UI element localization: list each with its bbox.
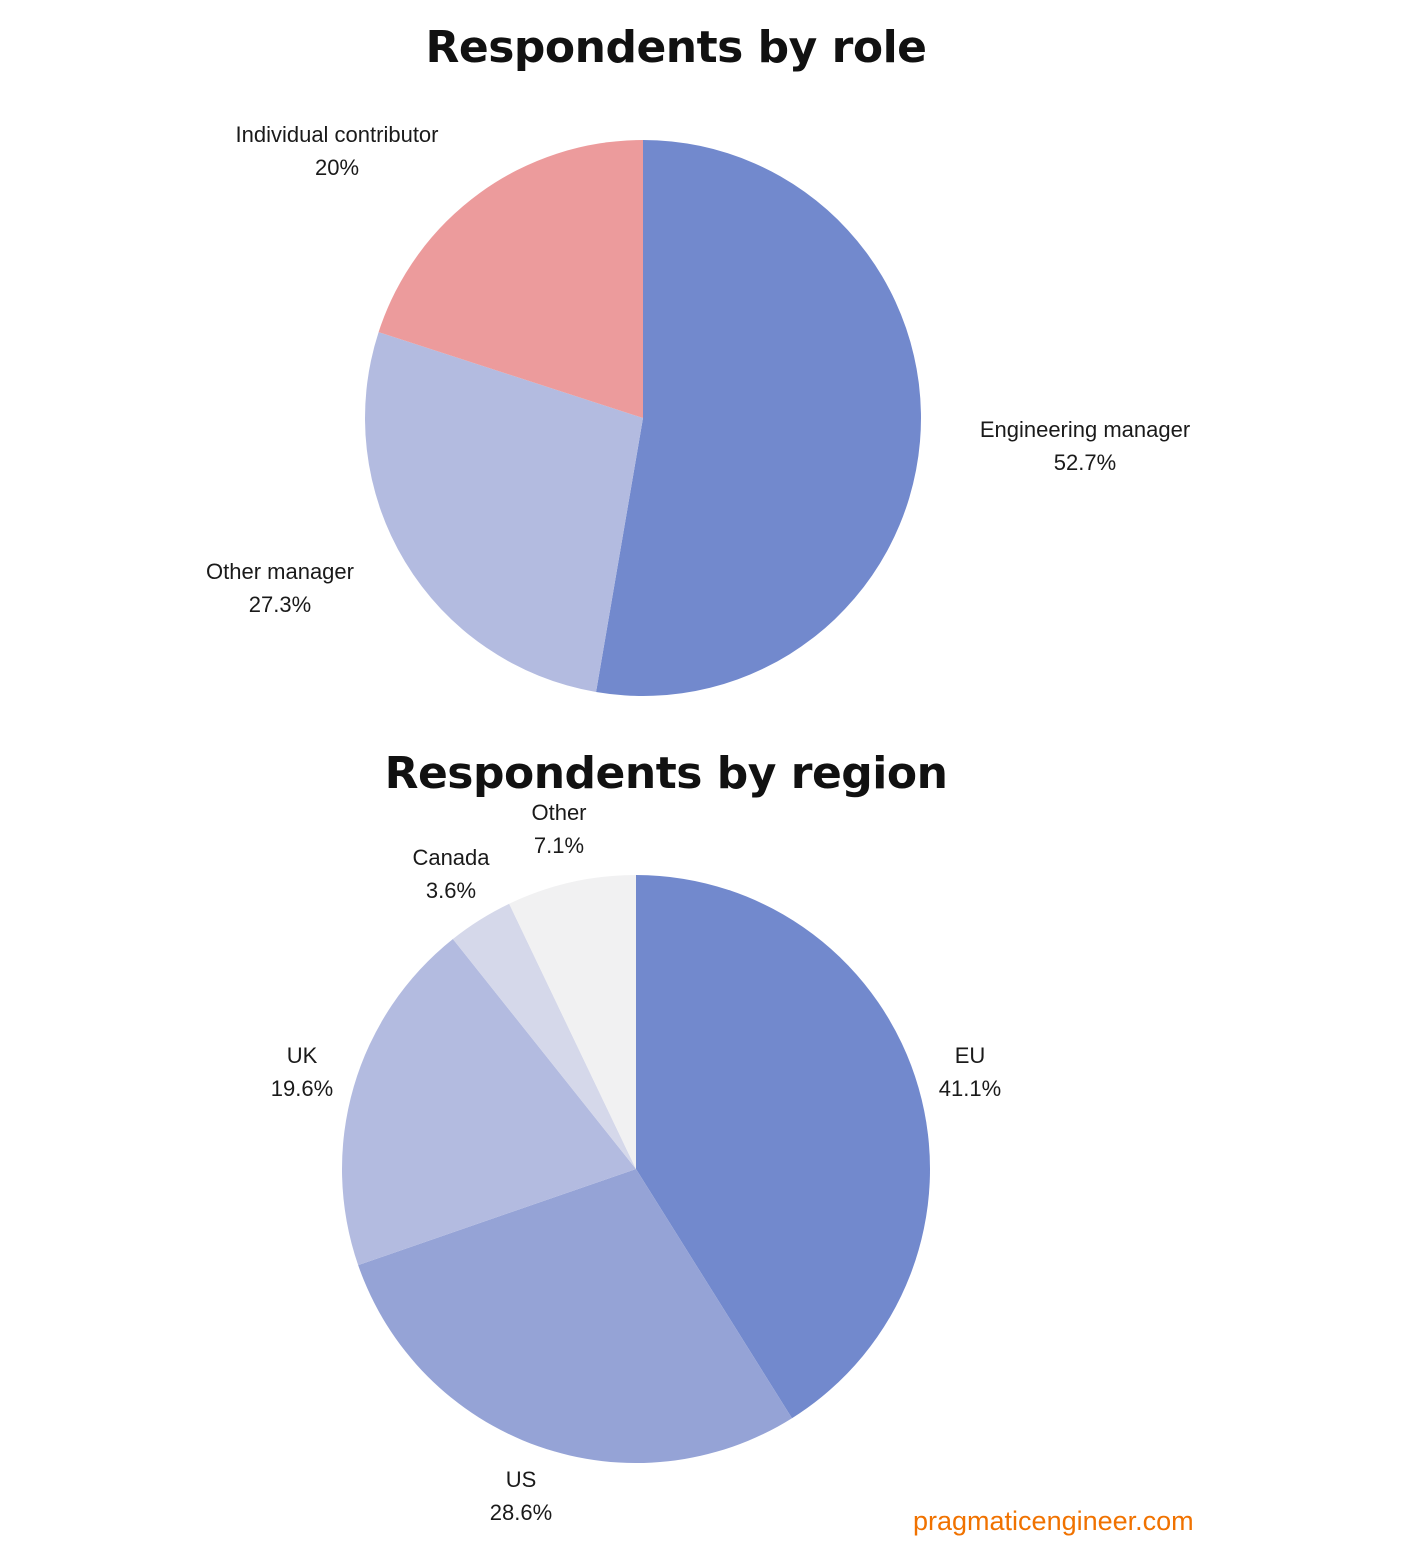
slice-label-canada: Canada <box>412 845 490 870</box>
region-pie-labels: EU 41.1% US 28.6% UK 19.6% Canada 3.6% Other 7.1% <box>271 800 1001 1525</box>
pie-slice-other <box>509 875 636 1169</box>
slice-label-engineering-manager: Engineering manager <box>980 417 1190 442</box>
slice-value-other-manager: 27.3% <box>249 592 311 617</box>
slice-value-eu: 41.1% <box>939 1076 1001 1101</box>
slice-value-individual-contributor: 20% <box>315 155 359 180</box>
slice-label-uk: UK <box>287 1043 318 1068</box>
role-pie <box>365 140 921 696</box>
slice-label-other-manager: Other manager <box>206 559 354 584</box>
pie-slice-canada <box>452 903 636 1169</box>
role-pie-labels: Engineering manager 52.7% Other manager 27.… <box>206 122 1190 617</box>
region-chart-title: Respondents by region <box>385 748 948 799</box>
slice-value-canada: 3.6% <box>426 878 476 903</box>
slice-label-us: US <box>506 1467 537 1492</box>
region-pie <box>341 875 931 1464</box>
slice-label-eu: EU <box>955 1043 986 1068</box>
role-chart-title: Respondents by role <box>425 22 926 73</box>
source-watermark: pragmaticengineer.com <box>913 1506 1194 1536</box>
slice-label-individual-contributor: Individual contributor <box>235 122 438 147</box>
slice-value-uk: 19.6% <box>271 1076 333 1101</box>
slice-value-us: 28.6% <box>490 1500 552 1525</box>
slice-value-engineering-manager: 52.7% <box>1054 450 1116 475</box>
slice-value-other: 7.1% <box>534 833 584 858</box>
pie-slice-engineering-manager <box>596 140 921 696</box>
slice-label-other: Other <box>531 800 586 825</box>
pie-slice-us <box>358 1169 792 1464</box>
pie-slice-eu <box>636 875 931 1419</box>
pie-slice-uk <box>341 938 636 1266</box>
pie-slice-individual-contributor <box>378 140 643 418</box>
pie-slice-other-manager <box>365 332 643 693</box>
